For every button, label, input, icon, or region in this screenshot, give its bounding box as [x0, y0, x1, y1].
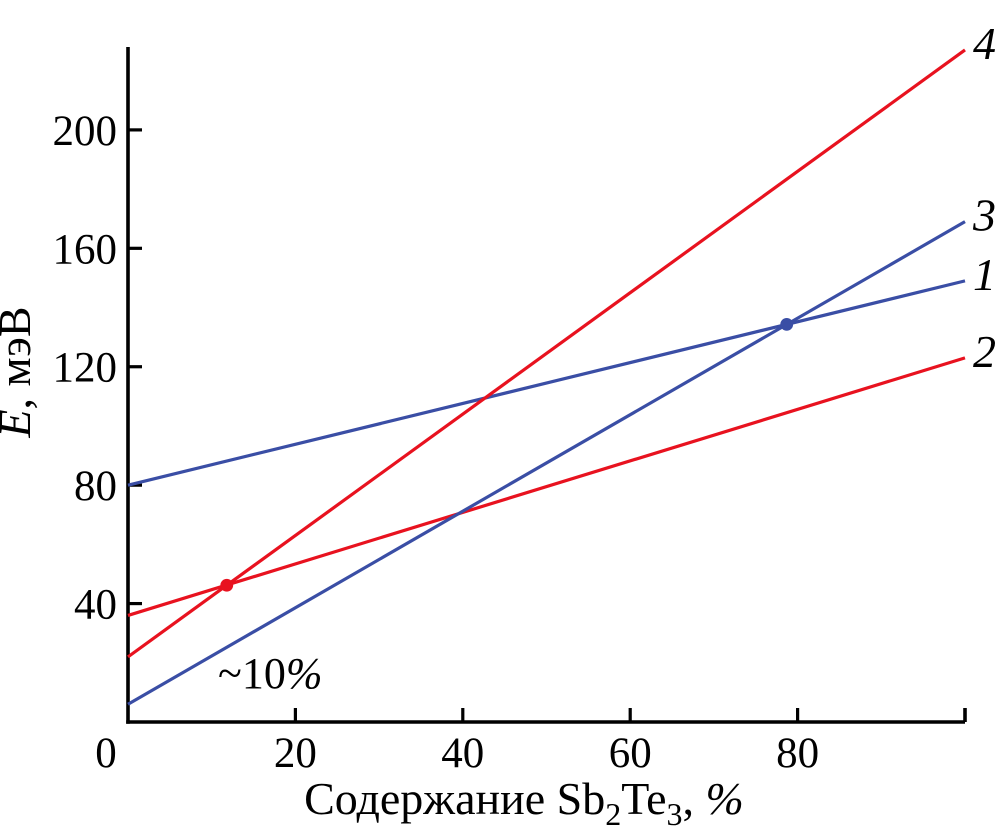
y-tick-label: 120: [53, 345, 118, 392]
y-tick-label: 160: [53, 226, 118, 273]
intersection-dot-red: [220, 578, 234, 592]
y-axis-title: E, мэВ: [0, 306, 40, 438]
y-tick-label: 200: [53, 108, 118, 155]
y-tick-label: 40: [74, 582, 117, 629]
x-tick-label: 0: [95, 730, 117, 777]
series-line-3: [127, 220, 966, 706]
x-tick-label: 20: [274, 730, 317, 777]
intersection-dot-blue: [780, 318, 794, 331]
annotation: ~10%: [218, 649, 322, 698]
series-label-4: 4: [973, 18, 996, 69]
x-tick-label: 60: [609, 730, 652, 777]
series-label-1: 1: [973, 249, 996, 300]
series-line-2: [127, 356, 966, 617]
series-label-2: 2: [973, 326, 996, 377]
series-label-3: 3: [972, 190, 996, 241]
x-tick-label: 80: [776, 730, 819, 777]
x-tick-label: 40: [441, 730, 484, 777]
y-tick-label: 80: [74, 463, 117, 510]
series-line-1: [127, 279, 966, 487]
series-line-4: [127, 48, 966, 659]
x-axis-title: Содержание Sb2Te3, %: [304, 773, 744, 832]
